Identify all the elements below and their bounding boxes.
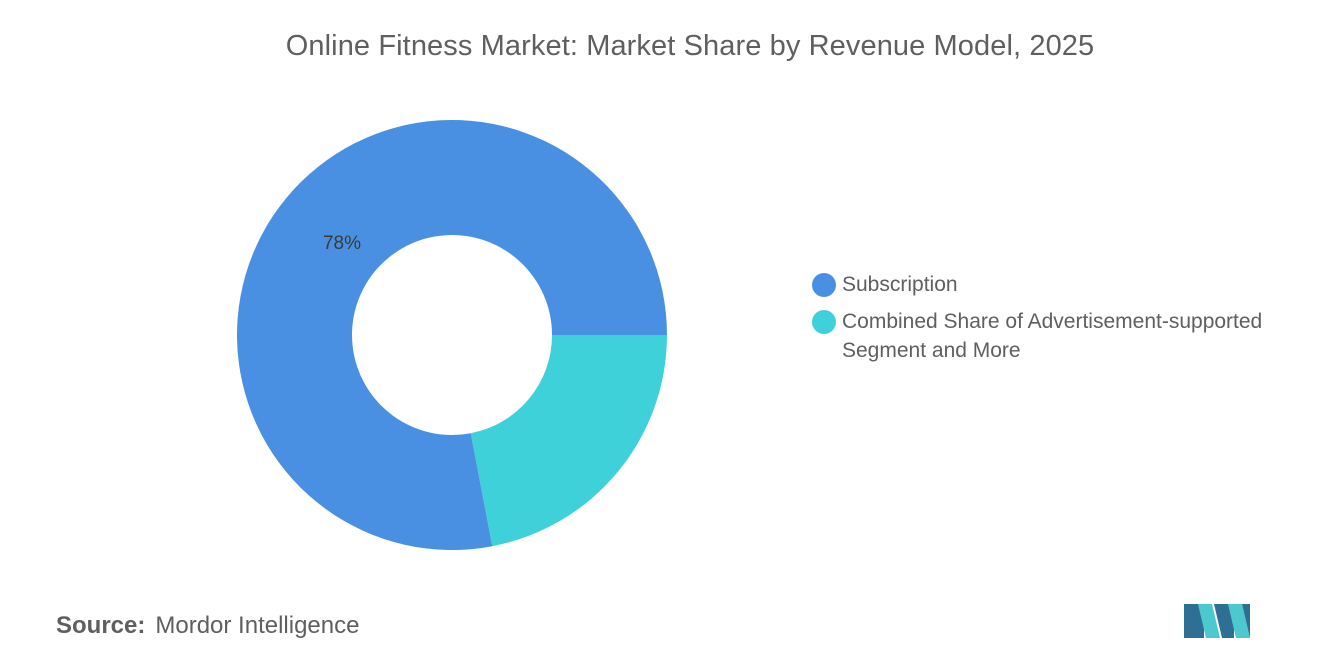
legend-swatch-advertisement-and-more bbox=[812, 310, 836, 334]
legend-swatch-subscription bbox=[812, 273, 836, 297]
legend-label-subscription: Subscription bbox=[842, 273, 958, 296]
mordor-intelligence-logo-icon bbox=[1184, 604, 1250, 638]
chart-legend: Subscription Combined Share of Advertise… bbox=[812, 270, 1312, 373]
donut-slice-advertisement-and-more bbox=[470, 335, 667, 547]
donut-slice-subscription bbox=[237, 119, 667, 551]
legend-item-advertisement-and-more: Combined Share of Advertisement-supporte… bbox=[812, 307, 1312, 365]
data-label-subscription: 78% bbox=[323, 233, 361, 254]
legend-item-subscription: Subscription bbox=[812, 270, 1312, 299]
source-label: Source: bbox=[56, 612, 146, 639]
source-value: Mordor Intelligence bbox=[155, 612, 360, 639]
chart-title: Online Fitness Market: Market Share by R… bbox=[285, 30, 1095, 62]
source-note: Source: Mordor Intelligence bbox=[56, 612, 359, 640]
legend-label-advertisement-and-more: Combined Share of Advertisement-supporte… bbox=[842, 310, 1263, 362]
